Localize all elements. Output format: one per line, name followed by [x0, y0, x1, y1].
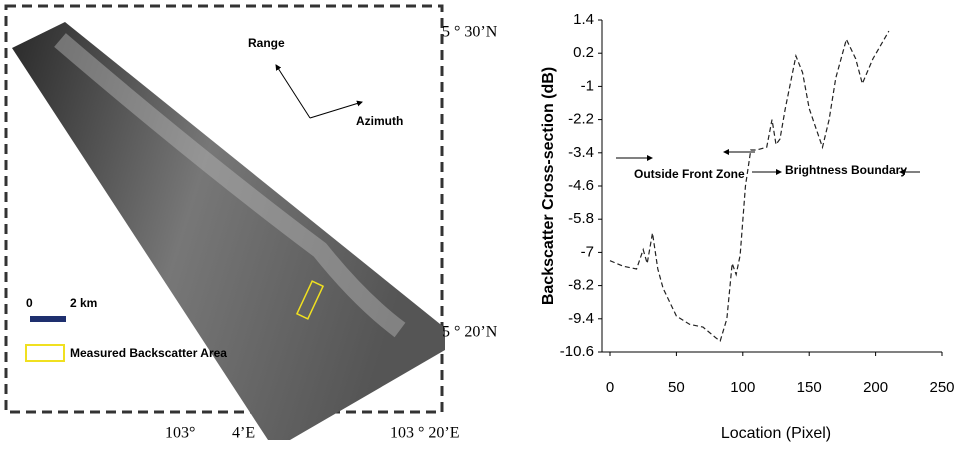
- scale-length: 2 km: [70, 296, 97, 310]
- y-tick-label: -10.6: [560, 343, 594, 360]
- sar-image: [12, 22, 445, 440]
- azimuth-label: Azimuth: [356, 114, 403, 128]
- y-tick-label: -2.2: [568, 111, 594, 128]
- x-tick-label: 100: [730, 379, 755, 396]
- lat-label: 5 ° 30’N: [442, 24, 498, 41]
- annotation: Outside Front Zone: [634, 167, 745, 181]
- range-label: Range: [248, 36, 285, 50]
- coastline: [54, 33, 406, 338]
- chart: 1.4 0.2 -1 -2.2 -3.4 -4.6 -5.8 -7 -8.2 -9.4 -10.6 0…: [540, 11, 954, 442]
- azimuth-arrow: [309, 100, 363, 119]
- x-tick-label: 150: [797, 379, 822, 396]
- y-tick-label: -8.2: [568, 277, 594, 294]
- y-tick-label: 1.4: [573, 11, 594, 28]
- x-tick-label: 50: [668, 379, 685, 396]
- lon-label: 103 ° 20’E: [390, 425, 460, 442]
- scale-bar: [30, 316, 66, 322]
- y-tick-label: -7: [581, 243, 594, 260]
- data-line: [609, 30, 890, 342]
- x-tick-label: 0: [606, 379, 614, 396]
- legend-swatch: [25, 344, 65, 362]
- range-arrow: [275, 64, 311, 119]
- annotation: Brightness Boundary: [785, 163, 907, 177]
- y-tick-label: -9.4: [568, 310, 594, 327]
- lon-label: 4’E: [232, 425, 255, 442]
- y-axis-title: Backscatter Cross-section (dB): [540, 67, 557, 305]
- y-tick-label: -5.8: [568, 210, 594, 227]
- x-tick-label: 250: [929, 379, 954, 396]
- x-tick-label: 200: [863, 379, 888, 396]
- y-tick-label: -4.6: [568, 177, 594, 194]
- x-axis-title: Location (Pixel): [721, 425, 831, 442]
- measured-area: [295, 280, 325, 320]
- map-frame: [4, 4, 444, 414]
- lon-label: 103°: [165, 425, 195, 442]
- legend-label: Measured Backscatter Area: [70, 346, 227, 360]
- y-tick-label: -1: [581, 77, 594, 94]
- map-panel: Range Azimuth 0 2 km Measured Backscatte…: [4, 4, 498, 442]
- scale-zero: 0: [26, 296, 33, 310]
- y-tick-label: 0.2: [573, 44, 594, 61]
- y-tick-label: -3.4: [568, 144, 594, 161]
- lat-label: 5 ° 20’N: [442, 324, 498, 341]
